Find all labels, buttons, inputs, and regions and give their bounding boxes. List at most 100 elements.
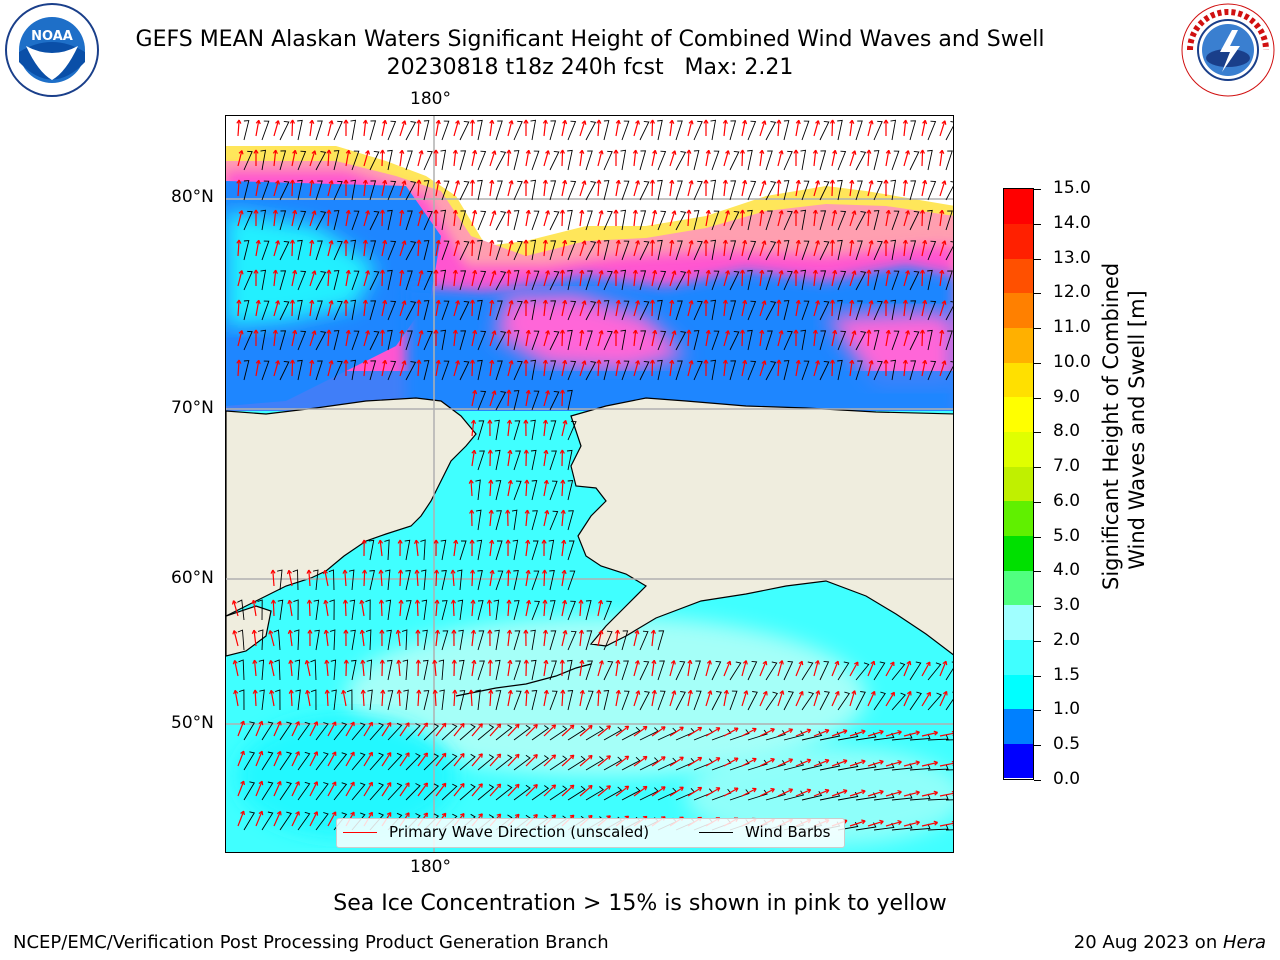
wind-barb bbox=[620, 209, 627, 231]
wave-direction-arrow bbox=[669, 300, 673, 317]
wave-direction-arrow bbox=[381, 722, 392, 737]
wave-direction-arrowhead bbox=[885, 329, 891, 335]
wind-barb bbox=[458, 629, 464, 651]
wind-barb bbox=[855, 300, 863, 321]
wave-direction-arrowhead bbox=[915, 790, 920, 796]
wave-direction-arrow bbox=[507, 450, 511, 467]
wave-direction-arrow bbox=[273, 721, 282, 737]
wave-direction-arrowhead bbox=[311, 150, 317, 155]
wave-direction-arrowhead bbox=[507, 449, 513, 455]
wind-barb bbox=[855, 240, 863, 261]
wave-direction-arrow bbox=[795, 759, 811, 767]
wave-direction-arrow bbox=[254, 689, 257, 707]
wave-direction-arrowhead bbox=[798, 690, 804, 696]
wave-direction-arrowhead bbox=[471, 659, 477, 665]
wave-direction-arrow bbox=[363, 270, 369, 287]
wave-direction-arrowhead bbox=[776, 179, 782, 184]
wave-direction-arrowhead bbox=[292, 269, 298, 275]
wind-barb bbox=[440, 149, 447, 171]
wind-barb bbox=[513, 330, 520, 351]
wave-direction-arrow bbox=[543, 270, 549, 287]
wave-direction-arrow bbox=[507, 420, 511, 437]
wind-barb bbox=[837, 119, 843, 141]
wind-barb bbox=[603, 660, 614, 681]
wave-direction-arrowhead bbox=[942, 690, 948, 696]
wind-barb bbox=[475, 689, 481, 711]
wave-direction-arrowhead bbox=[275, 300, 280, 305]
wave-direction-arrow bbox=[381, 269, 384, 287]
wind-barb bbox=[927, 180, 937, 201]
wave-direction-arrowhead bbox=[276, 810, 282, 816]
wave-direction-arrow bbox=[417, 119, 420, 137]
wind-barb bbox=[441, 360, 450, 381]
wave-direction-arrowhead bbox=[238, 150, 244, 155]
wave-direction-arrowhead bbox=[276, 750, 282, 756]
wind-barb bbox=[549, 660, 557, 681]
wave-direction-arrowhead bbox=[812, 209, 818, 214]
wind-barb bbox=[873, 210, 880, 231]
wave-direction-arrow bbox=[597, 689, 600, 707]
wind-barb bbox=[279, 300, 290, 321]
wind-barb bbox=[729, 759, 750, 771]
wave-direction-arrow bbox=[561, 479, 564, 497]
wind-barb bbox=[365, 629, 372, 651]
wave-direction-arrow bbox=[233, 630, 239, 647]
wave-direction-arrowhead bbox=[560, 509, 566, 514]
sea-ice-note: Sea Ice Concentration > 15% is shown in … bbox=[333, 891, 947, 916]
wave-direction-arrowhead bbox=[686, 329, 692, 334]
wave-direction-arrow bbox=[309, 781, 318, 797]
wind-barb bbox=[765, 150, 773, 171]
wave-direction-arrowhead bbox=[295, 811, 300, 816]
wave-direction-arrow bbox=[361, 660, 365, 677]
wave-direction-arrow bbox=[633, 630, 639, 647]
wave-direction-arrowhead bbox=[806, 758, 812, 764]
wave-direction-arrowhead bbox=[240, 810, 245, 816]
wave-direction-arrow bbox=[885, 661, 895, 677]
wind-barb bbox=[837, 661, 850, 681]
wave-direction-arrowhead bbox=[725, 150, 730, 155]
wind-barb bbox=[243, 781, 256, 801]
wave-direction-arrowhead bbox=[542, 629, 549, 634]
wave-direction-arrow bbox=[255, 750, 263, 767]
chart-subtitle: 20230818 t18z 240h fcst Max: 2.21 bbox=[386, 55, 794, 80]
wave-direction-arrowhead bbox=[596, 359, 602, 364]
wave-direction-arrowhead bbox=[933, 760, 939, 766]
wave-direction-arrowhead bbox=[733, 727, 739, 732]
wave-direction-arrowhead bbox=[489, 539, 495, 545]
wind-barb bbox=[257, 599, 263, 621]
wind-barb bbox=[260, 269, 267, 291]
wave-direction-arrowhead bbox=[343, 629, 349, 634]
wave-direction-arrowhead bbox=[525, 569, 531, 575]
wave-direction-arrow bbox=[687, 180, 693, 197]
wind-barb bbox=[567, 269, 573, 291]
wind-barb bbox=[747, 329, 753, 351]
wind-barb bbox=[837, 270, 847, 291]
wave-direction-arrowhead bbox=[703, 299, 709, 304]
wave-direction-arrow bbox=[273, 210, 277, 227]
wave-direction-arrowhead bbox=[514, 753, 520, 759]
wave-direction-arrow bbox=[543, 330, 549, 347]
wave-direction-arrow bbox=[849, 730, 866, 737]
wave-direction-arrow bbox=[327, 721, 337, 737]
wave-direction-arrowhead bbox=[272, 149, 278, 154]
wave-direction-arrowhead bbox=[919, 269, 926, 274]
wave-direction-arrow bbox=[687, 149, 690, 167]
wave-direction-arrow bbox=[309, 811, 318, 827]
wave-direction-arrow bbox=[615, 180, 620, 197]
wave-direction-arrow bbox=[381, 300, 386, 317]
wave-direction-arrow bbox=[579, 360, 586, 377]
wave-direction-arrow bbox=[777, 660, 783, 677]
chart-title: GEFS MEAN Alaskan Waters Significant Hei… bbox=[135, 27, 1045, 52]
wave-direction-arrow bbox=[237, 179, 240, 197]
wave-direction-arrow bbox=[399, 210, 403, 227]
wave-direction-arrowhead bbox=[323, 629, 329, 635]
wave-direction-arrow bbox=[777, 690, 784, 707]
wind-barb bbox=[439, 689, 445, 711]
wave-direction-arrowhead bbox=[489, 119, 495, 125]
wind-barb bbox=[495, 540, 503, 561]
wind-barb bbox=[819, 240, 830, 261]
wave-direction-arrow bbox=[415, 540, 419, 557]
wave-direction-arrowhead bbox=[722, 299, 728, 304]
wave-direction-arrowhead bbox=[450, 599, 456, 604]
wave-direction-arrowhead bbox=[834, 660, 840, 666]
